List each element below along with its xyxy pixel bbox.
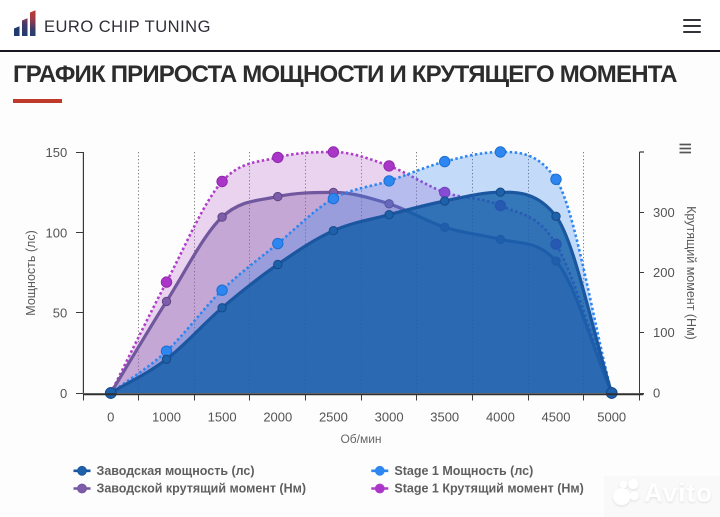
svg-text:2500: 2500	[319, 410, 348, 425]
svg-text:Об/мин: Об/мин	[340, 432, 381, 446]
svg-text:4000: 4000	[486, 410, 515, 425]
svg-text:Заводской крутящий момент (Нм): Заводской крутящий момент (Нм)	[97, 482, 307, 496]
svg-text:2000: 2000	[263, 410, 292, 425]
svg-text:3500: 3500	[430, 410, 459, 425]
svg-text:Заводская мощность (лс): Заводская мощность (лс)	[97, 464, 255, 478]
svg-text:300: 300	[653, 205, 675, 220]
svg-text:1000: 1000	[152, 410, 181, 425]
svg-text:50: 50	[53, 306, 67, 321]
svg-text:Avito: Avito	[644, 478, 713, 508]
svg-text:3000: 3000	[375, 410, 404, 425]
svg-text:5000: 5000	[597, 410, 626, 425]
svg-text:Мощность (лс): Мощность (лс)	[24, 230, 38, 315]
svg-text:Крутящий момент (Нм): Крутящий момент (Нм)	[684, 206, 698, 340]
svg-text:0: 0	[60, 386, 67, 401]
svg-text:100: 100	[45, 225, 67, 240]
svg-text:100: 100	[653, 325, 675, 340]
svg-text:150: 150	[45, 145, 67, 160]
svg-text:200: 200	[653, 265, 675, 280]
svg-text:1500: 1500	[208, 410, 237, 425]
svg-text:Stage 1 Мощность (лс): Stage 1 Мощность (лс)	[394, 464, 533, 478]
svg-text:0: 0	[653, 386, 660, 401]
svg-text:Stage 1 Крутящий момент (Нм): Stage 1 Крутящий момент (Нм)	[394, 482, 583, 496]
svg-text:0: 0	[107, 410, 114, 425]
svg-text:4500: 4500	[542, 410, 571, 425]
